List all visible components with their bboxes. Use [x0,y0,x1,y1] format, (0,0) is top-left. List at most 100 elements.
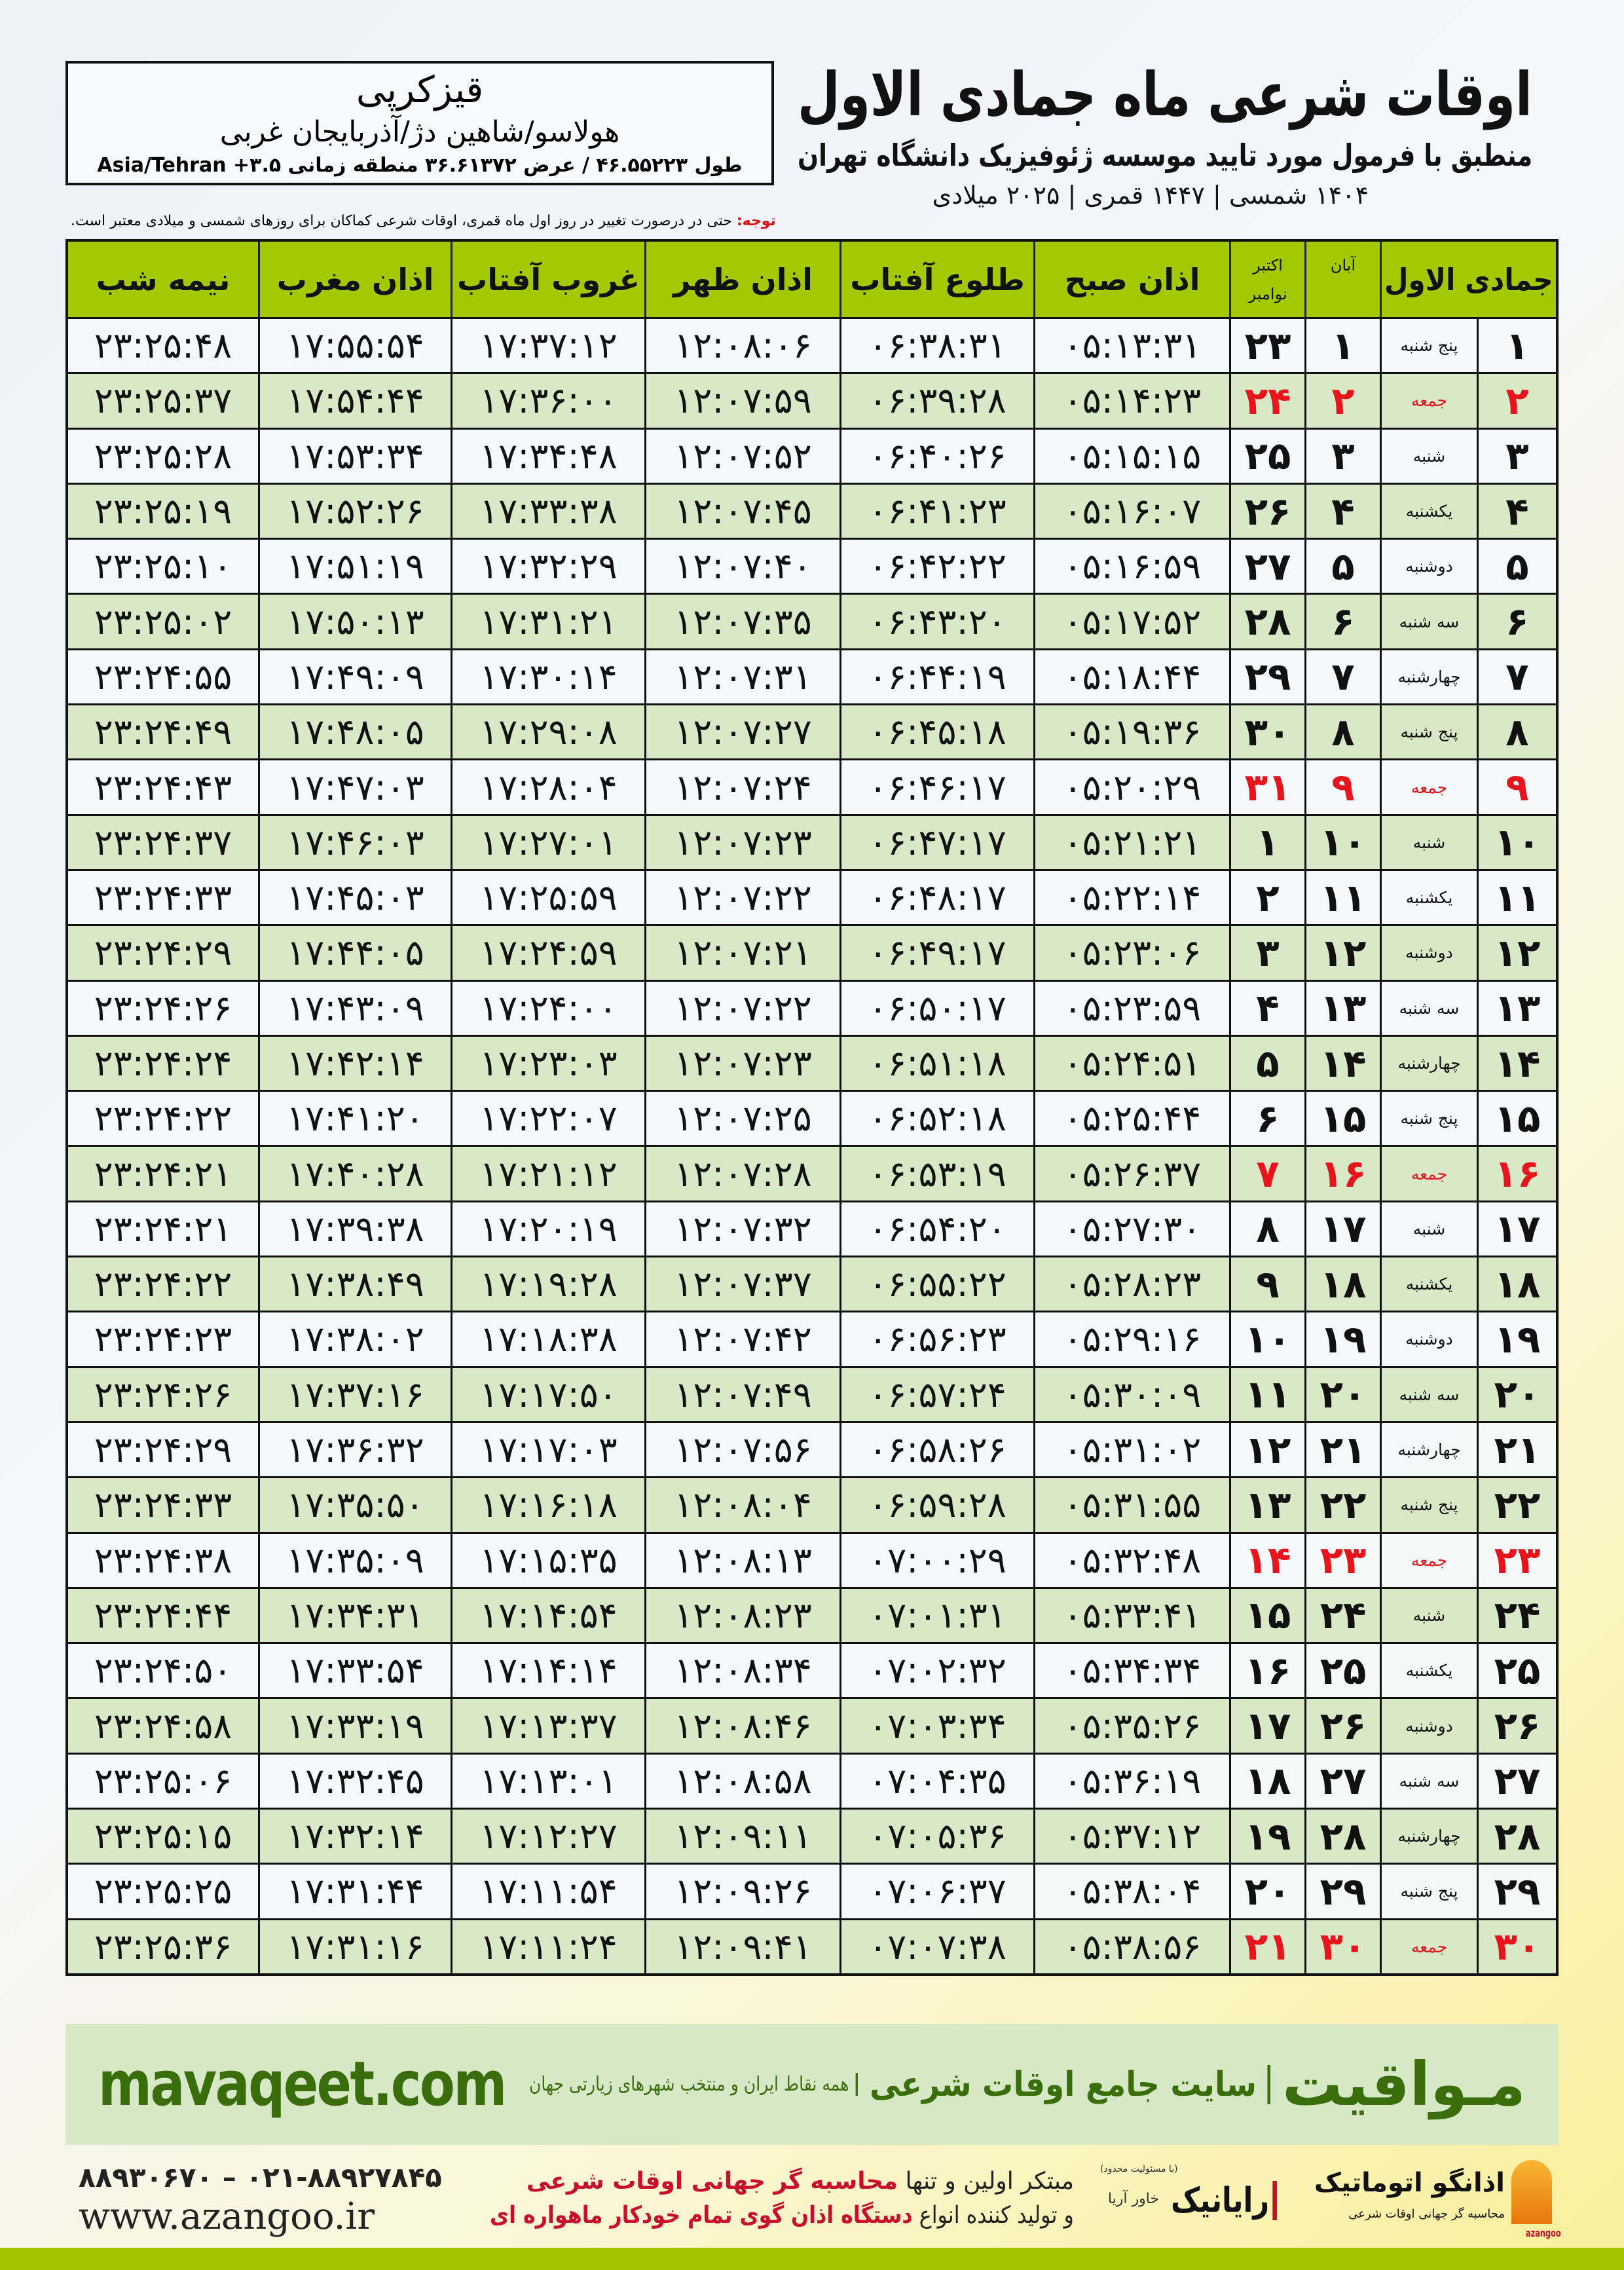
weekday-cell: جمعه [1380,1147,1477,1200]
sunset-time: ۱۷:۳۴:۴۸ [479,435,618,477]
lunar-day-cell: ۷ [1477,650,1556,704]
azangoo-name-box: اذانگو اتوماتیک [1289,2168,1505,2201]
sunrise-time-cell: ۰۶:۵۵:۲۲ [840,1257,1033,1311]
sunset-time-cell: ۱۷:۱۶:۱۸ [451,1478,644,1532]
weekday-cell: جمعه [1380,1920,1477,1973]
weekday: شنبه [1412,832,1446,852]
fajr-time: ۰۵:۳۴:۳۴ [1063,1650,1202,1692]
midnight-time: ۲۳:۲۴:۲۱ [94,1153,232,1195]
weekday-cell: یکشنبه [1380,1257,1477,1311]
solar-day: ۱۷ [1320,1206,1367,1252]
dhuhr-time: ۱۲:۰۸:۵۸ [674,1760,812,1802]
solar-day: ۲ [1331,378,1355,423]
coordinates: طول ۴۶.۵۵۲۲۳ / عرض ۳۶.۶۱۳۷۲ منطقه زمانی … [97,153,743,177]
midnight-time: ۲۳:۲۴:۵۰ [94,1650,232,1692]
gregorian-day-cell: ۱ [1229,815,1304,869]
promo-line2: و تولید کننده انواع دستگاه اذان گوی تمام… [485,2199,1074,2233]
maghrib-time-cell: ۱۷:۳۵:۰۹ [258,1533,451,1587]
maghrib-time-cell: ۱۷:۵۱:۱۹ [258,540,451,593]
midnight-time-cell: ۲۳:۲۴:۵۰ [68,1644,258,1697]
gregorian-day-cell: ۲ [1229,870,1304,925]
dhuhr-time-cell: ۱۲:۰۸:۱۳ [644,1533,840,1587]
table-row: ۱۲ دوشنبه ۱۲ ۳ ۰۵:۲۳:۰۶ ۰۶:۴۹:۱۷ ۱۲:۰۷:۲۱ ۱۷:۲۴… [68,924,1556,980]
weekday: پنج شنبه [1400,1109,1458,1128]
website-link[interactable]: www.azangoo.ir [79,2195,375,2238]
weekday-cell: چهارشنبه [1380,650,1477,704]
gregorian-day-cell: ۱۹ [1229,1810,1304,1863]
sunset-time-cell: ۱۷:۱۱:۲۴ [451,1920,644,1973]
sunset-time: ۱۷:۲۵:۵۹ [479,877,618,919]
fajr-time: ۰۵:۳۲:۴۸ [1063,1539,1202,1581]
sunrise-time: ۰۶:۴۸:۱۷ [868,877,1006,919]
sunrise-time-cell: ۰۶:۵۷:۲۴ [840,1368,1033,1421]
gregorian-day: ۲۰ [1244,1869,1291,1914]
banner-subtext-box: همه نقاط ایران و منتخب شهرهای زیارتی جها… [524,2024,858,2145]
fajr-time: ۰۵:۱۹:۳۶ [1063,711,1202,753]
azangoo-logo: اذانگو اتوماتیک محاسبه گر جهانی اوقات شر… [1283,2160,1561,2242]
lunar-day: ۱۲ [1494,930,1541,975]
promo-text: مبتکر اولین و تنها محاسبه گر جهانی اوقات… [485,2165,1074,2233]
solar-day: ۲۹ [1320,1869,1367,1914]
weekday-cell: یکشنبه [1380,484,1477,538]
fajr-time-cell: ۰۵:۳۲:۴۸ [1033,1533,1229,1587]
solar-day: ۲۱ [1320,1427,1367,1472]
solar-day: ۱۸ [1320,1261,1367,1307]
lunar-day: ۱ [1505,323,1529,368]
weekday-cell: پنج شنبه [1380,1478,1477,1532]
weekday: جمعه [1411,1937,1448,1956]
table-row: ۱۱ یکشنبه ۱۱ ۲ ۰۵:۲۲:۱۴ ۰۶:۴۸:۱۷ ۱۲:۰۷:۲۲ ۱۷:۲۵… [68,868,1556,925]
midnight-time: ۲۳:۲۵:۰۲ [94,601,232,642]
fajr-time-cell: ۰۵:۲۳:۰۶ [1033,926,1229,980]
weekday-cell: سه شنبه [1380,981,1477,1035]
lunar-day-cell: ۲ [1477,374,1556,428]
rayanik-legal-box: (با مسئولیت محدود) [1100,2164,1277,2177]
sunset-time-cell: ۱۷:۱۳:۰۱ [451,1754,644,1808]
maghrib-time: ۱۷:۴۸:۰۵ [286,711,424,753]
lunar-day: ۱۰ [1494,820,1541,865]
dhuhr-time: ۱۲:۰۷:۲۸ [674,1153,812,1195]
solar-day-cell: ۷ [1304,650,1380,704]
solar-day: ۱۹ [1320,1316,1367,1362]
promo-line1b: محاسبه گر جهانی اوقات شرعی [526,2168,898,2195]
gregorian-day-cell: ۱۲ [1229,1423,1304,1477]
gregorian-day: ۵ [1256,1041,1280,1086]
solar-day-cell: ۱۴ [1304,1036,1380,1090]
lunar-day: ۸ [1505,709,1529,754]
gregorian-day: ۲۱ [1244,1924,1291,1969]
maghrib-time-cell: ۱۷:۳۵:۵۰ [258,1478,451,1532]
dhuhr-time: ۱۲:۰۷:۴۵ [674,491,812,532]
dhuhr-time-cell: ۱۲:۰۷:۴۰ [644,540,840,593]
dhuhr-time-cell: ۱۲:۰۷:۵۶ [644,1423,840,1477]
midnight-time-cell: ۲۳:۲۴:۴۳ [68,760,258,813]
header-lunar-label: جمادی الاول [1384,261,1553,297]
midnight-time: ۲۳:۲۴:۲۹ [94,1429,232,1471]
solar-day: ۲۸ [1320,1814,1367,1859]
maghrib-time-cell: ۱۷:۳۱:۴۴ [258,1865,451,1918]
dhuhr-time: ۱۲:۰۷:۲۴ [674,766,812,808]
solar-day: ۹ [1331,765,1355,810]
lunar-day: ۲۳ [1494,1538,1541,1583]
maghrib-time: ۱۷:۳۸:۰۲ [286,1318,424,1360]
fajr-time-cell: ۰۵:۲۴:۵۱ [1033,1036,1229,1090]
sunrise-time-cell: ۰۶:۴۷:۱۷ [840,815,1033,869]
solar-day: ۲۶ [1320,1703,1367,1749]
solar-day-cell: ۶ [1304,595,1380,648]
banner-url[interactable]: mavaqeet.com [98,2049,507,2120]
fajr-time-cell: ۰۵:۳۷:۱۲ [1033,1810,1229,1863]
solar-day-cell: ۱۸ [1304,1257,1380,1311]
solar-day: ۵ [1331,544,1355,589]
solar-day-cell: ۳۰ [1304,1920,1380,1973]
sunset-time: ۱۷:۱۶:۱۸ [479,1484,618,1526]
sunrise-time: ۰۷:۰۷:۳۸ [868,1926,1006,1967]
fajr-time: ۰۵:۳۸:۰۴ [1063,1870,1202,1912]
maghrib-time-cell: ۱۷:۴۰:۲۸ [258,1147,451,1200]
solar-day: ۱ [1331,323,1355,368]
midnight-time: ۲۳:۲۴:۵۸ [94,1705,232,1747]
maghrib-time: ۱۷:۳۱:۱۶ [286,1926,424,1967]
sunset-time-cell: ۱۷:۲۱:۱۲ [451,1147,644,1200]
table-row: ۴ یکشنبه ۴ ۲۶ ۰۵:۱۶:۰۷ ۰۶:۴۱:۲۳ ۱۲:۰۷:۴۵ ۱۷:۳۳:… [68,482,1556,538]
table-body: ۱ پنج شنبه ۱ ۲۳ ۰۵:۱۳:۳۱ ۰۶:۳۸:۳۱ ۱۲:۰۸:۰۶ ۱۷:۳… [68,317,1556,1973]
table-row: ۷ چهارشنبه ۷ ۲۹ ۰۵:۱۸:۴۴ ۰۶:۴۴:۱۹ ۱۲:۰۷:۳۱ ۱۷:۳… [68,648,1556,704]
fajr-time: ۰۵:۱۶:۰۷ [1063,491,1202,532]
sunset-time: ۱۷:۳۳:۳۸ [479,491,618,532]
